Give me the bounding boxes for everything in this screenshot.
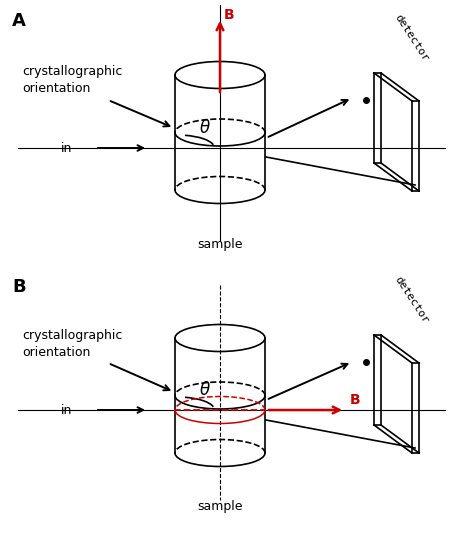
Text: orientation: orientation [22, 346, 91, 359]
Text: A: A [12, 12, 26, 30]
Text: crystallographic: crystallographic [22, 329, 122, 341]
Text: B: B [350, 393, 361, 407]
Text: sample: sample [197, 238, 243, 251]
Text: sample: sample [197, 500, 243, 513]
Text: orientation: orientation [22, 82, 91, 96]
Text: B: B [12, 278, 26, 296]
Text: $\theta$: $\theta$ [199, 119, 211, 137]
Text: detector: detector [393, 275, 431, 325]
Text: in: in [61, 403, 72, 417]
Text: in: in [61, 141, 72, 155]
Text: crystallographic: crystallographic [22, 66, 122, 79]
Text: $\theta$: $\theta$ [199, 381, 211, 399]
Text: B: B [224, 8, 235, 22]
Text: detector: detector [393, 13, 431, 63]
